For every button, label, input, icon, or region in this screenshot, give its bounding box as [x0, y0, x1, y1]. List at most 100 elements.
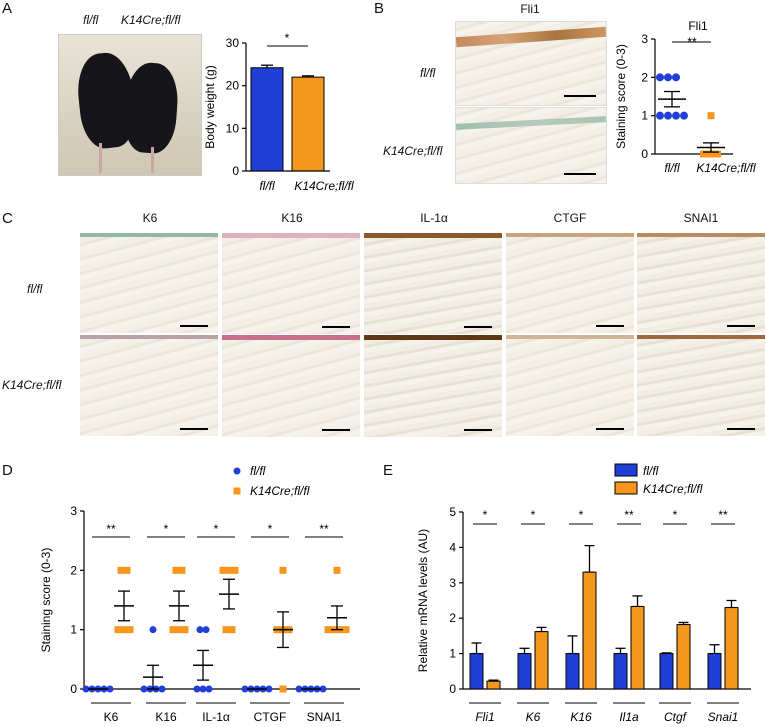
bar — [534, 631, 549, 690]
data-point — [178, 566, 186, 574]
y-tick-label: 4 — [449, 540, 456, 554]
significance-marker: * — [531, 508, 536, 522]
data-point — [333, 566, 341, 574]
x-tick-label: fl/fl — [259, 179, 275, 193]
bar — [659, 653, 674, 690]
panel-label-e: E — [383, 462, 394, 479]
legend-label-flfl: fl/fl — [643, 464, 659, 478]
legend-label-k14: K14Cre;fl/fl — [250, 484, 310, 498]
ihc-ctgf-k14 — [506, 335, 634, 436]
stain-header-ctgf: CTGF — [553, 211, 587, 225]
y-tick-label: 5 — [449, 505, 456, 519]
x-tick-label: Il1a — [619, 710, 639, 724]
data-point — [342, 626, 350, 634]
scale-bar — [564, 95, 596, 97]
data-point — [169, 626, 177, 634]
ihc-snai1-k14 — [637, 335, 765, 436]
epidermis-strip — [456, 26, 606, 48]
y-axis-title: Staining score (0-3) — [39, 548, 53, 653]
legend-label-k14: K14Cre;fl/fl — [643, 482, 703, 496]
bar — [676, 624, 691, 690]
scale-bar — [596, 325, 624, 327]
significance-marker: * — [164, 522, 169, 536]
data-point — [295, 685, 303, 693]
y-axis-title: Body weight (g) — [203, 65, 217, 148]
epidermis-strip — [456, 116, 606, 130]
data-point — [279, 566, 287, 574]
stain-header-il1a: IL-1α — [420, 211, 448, 225]
y-tick-label: 0 — [641, 147, 648, 161]
chart-body-weight: 0 10 20 30 Body weight (g) * fl/fl K14Cre;fl/fl — [203, 31, 354, 193]
y-tick-label: 3 — [641, 32, 648, 46]
y-tick-label: 3 — [70, 504, 77, 518]
stain-header-snai1: SNAI1 — [683, 211, 719, 225]
significance-marker: ** — [624, 508, 634, 522]
stain-header-k16: K16 — [281, 211, 303, 225]
legend-label-flfl: fl/fl — [250, 464, 266, 478]
significance-marker: * — [214, 522, 219, 536]
bar — [613, 653, 628, 690]
bar — [724, 607, 739, 690]
y-axis-title: Relative mRNA levels (AU) — [416, 529, 430, 672]
data-point — [149, 626, 157, 634]
data-point — [193, 685, 201, 693]
panel-label-d: D — [2, 462, 13, 479]
data-point — [123, 566, 131, 574]
data-point — [231, 566, 239, 574]
scale-bar — [596, 428, 624, 430]
data-point — [656, 73, 664, 82]
x-tick-label: fl/fl — [664, 161, 680, 175]
bar — [517, 653, 532, 690]
data-point — [225, 566, 233, 574]
fli1-row-label-flfl: fl/fl — [420, 66, 436, 80]
grid-row-label-k14: K14Cre;fl/fl — [2, 378, 62, 392]
data-point — [199, 685, 207, 693]
legend-marker-flfl — [233, 467, 241, 475]
x-tick-label: K16 — [570, 710, 592, 724]
y-tick-label: 0 — [232, 164, 239, 178]
fli1-image-k14 — [455, 107, 607, 184]
chart-mrna-levels: 0 1 2 3 4 5 Relative mRNA levels (AU) fl/fl K14C… — [416, 463, 751, 724]
x-tick-label: IL-1α — [202, 710, 230, 724]
data-point — [117, 566, 125, 574]
bar — [486, 680, 501, 690]
y-axis-title: Staining score (0-3) — [614, 44, 628, 149]
data-point — [279, 685, 287, 693]
y-tick-label: 2 — [70, 563, 77, 577]
y-tick-label: 30 — [226, 36, 240, 50]
photo-label-k14: K14Cre;fl/fl — [121, 13, 181, 27]
scale-bar — [322, 429, 350, 431]
ihc-il1a-flfl — [364, 233, 502, 334]
grid-row-label-flfl: fl/fl — [27, 282, 43, 296]
y-tick-label: 1 — [70, 623, 77, 637]
bar — [469, 653, 484, 690]
scale-bar — [322, 326, 350, 328]
data-point — [707, 112, 715, 120]
chart-fli1-score: Fli1 0 1 2 3 Staining score (0-3) ** fl/fl K14Cr… — [614, 20, 756, 175]
tail-flfl — [99, 143, 116, 173]
bar — [707, 653, 722, 690]
tail-k14 — [151, 147, 168, 173]
data-point — [714, 150, 721, 158]
significance-marker: ** — [106, 522, 116, 536]
significance-marker: * — [285, 31, 290, 45]
data-point — [106, 685, 114, 693]
significance-marker: * — [579, 508, 584, 522]
ihc-snai1-flfl — [637, 233, 765, 333]
y-tick-label: 1 — [641, 109, 648, 123]
x-tick-label: Ctgf — [664, 710, 688, 724]
ihc-ctgf-flfl — [506, 233, 634, 333]
data-point — [202, 626, 210, 634]
data-point — [265, 685, 273, 693]
scale-bar — [464, 429, 492, 431]
bar — [630, 606, 645, 690]
y-tick-label: 2 — [449, 611, 456, 625]
y-tick-label: 1 — [449, 647, 456, 661]
significance-marker: ** — [319, 522, 329, 536]
y-tick-label: 0 — [449, 682, 456, 696]
x-tick-label: K14Cre;fl/fl — [696, 161, 756, 175]
ihc-k16-k14 — [222, 335, 360, 437]
x-tick-label: K6 — [526, 710, 541, 724]
x-tick-label: Snai1 — [708, 710, 739, 724]
data-point — [664, 111, 672, 120]
